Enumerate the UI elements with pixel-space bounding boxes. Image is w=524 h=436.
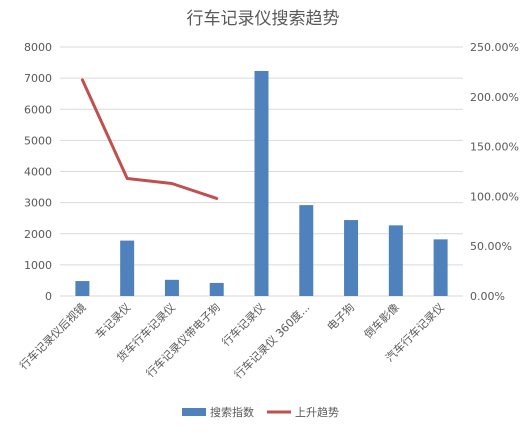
left-tick-label: 4000 [24, 166, 52, 179]
bar-series [75, 70, 448, 296]
category-label: 电子狗 [325, 301, 358, 334]
bar [344, 220, 359, 296]
category-label: 行车记录仪后视镜 [16, 300, 88, 372]
bar [164, 279, 179, 296]
category-label: 行车记录仪带电子狗 [143, 300, 223, 380]
right-tick-label: 250.00% [470, 41, 519, 54]
bar [209, 282, 224, 296]
left-tick-label: 2000 [24, 228, 52, 241]
right-tick-label: 200.00% [470, 91, 519, 104]
category-label: 行车记录仪 360度... [231, 300, 312, 381]
line-series [80, 78, 219, 200]
category-label: 倒车影像 [361, 300, 402, 341]
right-tick-label: 50.00% [470, 240, 512, 253]
left-tick-label: 6000 [24, 103, 52, 116]
bar [299, 205, 314, 296]
bar [120, 240, 135, 296]
bar [433, 239, 448, 296]
bar [75, 281, 90, 296]
left-tick-label: 8000 [24, 41, 52, 54]
left-tick-label: 0 [45, 290, 52, 303]
left-axis-ticks: 0 1000 2000 3000 4000 5000 6000 7000 8000 [24, 41, 52, 303]
right-tick-label: 0.00% [470, 290, 505, 303]
legend-label-bar: 搜索指数 [210, 405, 254, 419]
bar [388, 225, 403, 296]
left-tick-label: 3000 [24, 197, 52, 210]
bar [254, 70, 269, 296]
trend-line [80, 78, 219, 200]
legend-swatch-bar [182, 408, 206, 416]
right-axis-ticks: 0.00% 50.00% 100.00% 150.00% 200.00% 250.00% [470, 41, 519, 303]
chart-title: 行车记录仪搜索趋势 [187, 9, 340, 29]
right-tick-label: 150.00% [470, 141, 519, 154]
category-label: 车记录仪 [92, 300, 133, 341]
right-tick-label: 100.00% [470, 190, 519, 203]
left-tick-label: 5000 [24, 134, 52, 147]
left-tick-label: 1000 [24, 259, 52, 272]
legend-label-line: 上升趋势 [295, 406, 339, 419]
left-tick-label: 7000 [24, 72, 52, 85]
legend: 搜索指数 上升趋势 [182, 405, 339, 419]
category-label: 行车记录仪 [219, 300, 268, 349]
